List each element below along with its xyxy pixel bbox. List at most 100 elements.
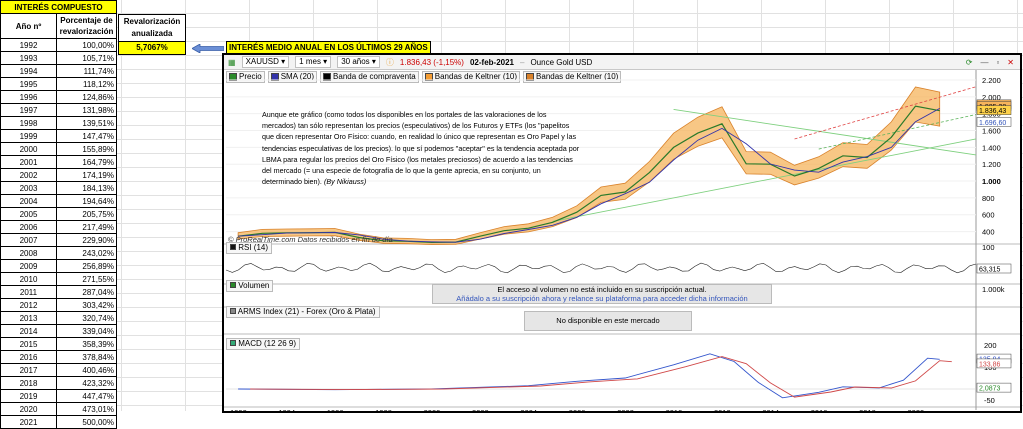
percentage-cell[interactable]: 217,49%	[56, 220, 117, 234]
percentage-cell[interactable]: 256,89%	[56, 259, 117, 273]
percentage-cell[interactable]: 174,19%	[56, 168, 117, 182]
table-row: 2015 358,39%	[0, 337, 117, 351]
percentage-cell[interactable]: 147,47%	[56, 129, 117, 143]
percentage-cell[interactable]: 243,02%	[56, 246, 117, 260]
year-cell[interactable]: 2007	[0, 233, 57, 247]
price-tick-label: 400	[982, 228, 995, 237]
year-cell[interactable]: 1997	[0, 103, 57, 117]
macd-tag-signal: 133,86	[979, 361, 1001, 368]
symbol-select[interactable]: XAUUSD ▾	[241, 56, 290, 68]
year-cell[interactable]: 1993	[0, 51, 57, 65]
percentage-cell[interactable]: 271,55%	[56, 272, 117, 286]
percentage-cell[interactable]: 105,71%	[56, 51, 117, 65]
year-cell[interactable]: 2020	[0, 402, 57, 416]
year-cell[interactable]: 2021	[0, 415, 57, 429]
range-select[interactable]: 30 años ▾	[337, 56, 380, 68]
macd-label[interactable]: MACD (12 26 9)	[226, 338, 301, 350]
table-body: 1992 100,00% 1993 105,71% 1994 111,74% 1995 118…	[0, 38, 117, 429]
percentage-header: Porcentaje de revalorización	[56, 13, 117, 39]
price-tick-label: 2.000	[982, 93, 1001, 102]
percentage-cell[interactable]: 229,90%	[56, 233, 117, 247]
close-icon[interactable]: ✕	[1007, 57, 1014, 67]
volume-message-line2: Añádalo a su suscripción ahora y relance…	[456, 294, 748, 303]
year-cell[interactable]: 2011	[0, 285, 57, 299]
rsi-label[interactable]: RSI (14)	[226, 242, 273, 254]
trend-line	[673, 109, 977, 156]
percentage-cell[interactable]: 155,89%	[56, 142, 117, 156]
year-cell[interactable]: 2013	[0, 311, 57, 325]
table-row: 2021 500,00%	[0, 415, 117, 429]
percentage-cell[interactable]: 164,79%	[56, 155, 117, 169]
year-cell[interactable]: 2015	[0, 337, 57, 351]
year-cell[interactable]: 2019	[0, 389, 57, 403]
year-cell[interactable]: 2016	[0, 350, 57, 364]
arms-label[interactable]: ARMS Index (21) - Forex (Oro & Plata)	[226, 306, 380, 318]
separator-icon: –	[520, 57, 525, 67]
restore-icon[interactable]: ▫	[996, 57, 1000, 67]
table-row: 1995 118,12%	[0, 77, 117, 91]
table-row: 1997 131,98%	[0, 103, 117, 117]
x-tick-label: 2012	[714, 408, 731, 413]
rsi-axis-top: 100	[982, 243, 995, 252]
year-cell[interactable]: 2017	[0, 363, 57, 377]
percentage-cell[interactable]: 139,51%	[56, 116, 117, 130]
year-cell[interactable]: 1992	[0, 38, 57, 52]
table-row: 2005 205,75%	[0, 207, 117, 221]
period-select[interactable]: 1 mes ▾	[295, 56, 332, 68]
percentage-cell[interactable]: 131,98%	[56, 103, 117, 117]
table-row: 2006 217,49%	[0, 220, 117, 234]
year-cell[interactable]: 2004	[0, 194, 57, 208]
year-cell[interactable]: 2001	[0, 155, 57, 169]
year-cell[interactable]: 2008	[0, 246, 57, 260]
average-interest-cell[interactable]: 5,7067%	[118, 41, 186, 55]
table-row: 2003 184,13%	[0, 181, 117, 195]
percentage-cell[interactable]: 100,00%	[56, 38, 117, 52]
percentage-cell[interactable]: 118,12%	[56, 77, 117, 91]
percentage-cell[interactable]: 184,13%	[56, 181, 117, 195]
percentage-cell[interactable]: 473,01%	[56, 402, 117, 416]
volume-label[interactable]: Volumen	[226, 280, 274, 292]
chart-menu-icon[interactable]: ▦	[228, 57, 236, 67]
percentage-cell[interactable]: 447,47%	[56, 389, 117, 403]
year-cell[interactable]: 2018	[0, 376, 57, 390]
percentage-cell[interactable]: 194,64%	[56, 194, 117, 208]
year-cell[interactable]: 2005	[0, 207, 57, 221]
year-cell[interactable]: 2006	[0, 220, 57, 234]
info-icon[interactable]: ⓘ	[385, 57, 394, 67]
year-cell[interactable]: 1994	[0, 64, 57, 78]
year-cell[interactable]: 2009	[0, 259, 57, 273]
percentage-cell[interactable]: 111,74%	[56, 64, 117, 78]
table-row: 2009 256,89%	[0, 259, 117, 273]
x-tick-label: 2014	[762, 408, 779, 413]
percentage-cell[interactable]: 400,46%	[56, 363, 117, 377]
percentage-cell[interactable]: 423,32%	[56, 376, 117, 390]
year-cell[interactable]: 2014	[0, 324, 57, 338]
macd-signal-line	[250, 356, 952, 398]
year-cell[interactable]: 1999	[0, 129, 57, 143]
percentage-cell[interactable]: 205,75%	[56, 207, 117, 221]
x-tick-label: 1994	[278, 408, 295, 413]
percentage-cell[interactable]: 378,84%	[56, 350, 117, 364]
refresh-icon[interactable]: ⟳	[965, 57, 973, 67]
year-cell[interactable]: 2003	[0, 181, 57, 195]
year-cell[interactable]: 2000	[0, 142, 57, 156]
minimize-icon[interactable]: —	[980, 57, 989, 67]
year-cell[interactable]: 2002	[0, 168, 57, 182]
percentage-cell[interactable]: 303,42%	[56, 298, 117, 312]
table-row: 2018 423,32%	[0, 376, 117, 390]
percentage-cell[interactable]: 124,86%	[56, 90, 117, 104]
arms-unavailable-message: No disponible en este mercado	[524, 311, 692, 331]
year-cell[interactable]: 2012	[0, 298, 57, 312]
percentage-cell[interactable]: 500,00%	[56, 415, 117, 429]
year-cell[interactable]: 2010	[0, 272, 57, 286]
percentage-cell[interactable]: 358,39%	[56, 337, 117, 351]
year-cell[interactable]: 1998	[0, 116, 57, 130]
macd-line	[238, 353, 940, 399]
volume-unavailable-message: El acceso al volumen no está incluido en…	[432, 284, 772, 304]
price-chart: 2.2002.0001.8001.6001.4001.2001.00080060…	[224, 70, 1020, 413]
year-cell[interactable]: 1995	[0, 77, 57, 91]
percentage-cell[interactable]: 320,74%	[56, 311, 117, 325]
year-cell[interactable]: 1996	[0, 90, 57, 104]
percentage-cell[interactable]: 339,04%	[56, 324, 117, 338]
percentage-cell[interactable]: 287,04%	[56, 285, 117, 299]
